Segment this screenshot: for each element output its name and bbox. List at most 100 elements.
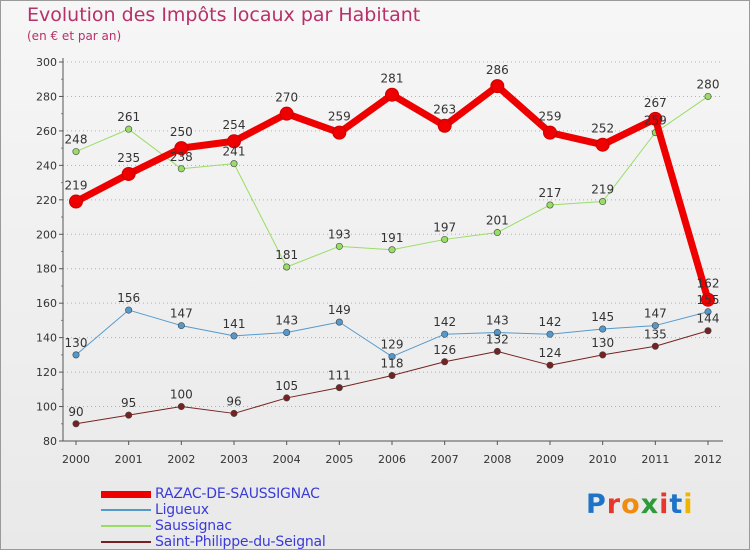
data-point [388,246,396,254]
y-tick-label: 280 [36,90,57,103]
y-tick-label: 240 [36,159,57,172]
data-label: 270 [275,91,298,105]
y-tick-label: 80 [43,435,57,448]
data-point [441,235,449,243]
data-label: 155 [697,293,720,307]
data-point [72,351,80,359]
data-point [332,125,347,140]
data-label: 261 [117,110,140,124]
data-label: 124 [539,346,562,360]
legend-swatch [101,541,151,543]
data-point [441,330,449,338]
data-point [599,325,607,333]
proxiti-logo: Proxiti [586,489,694,520]
data-label: 219 [65,179,88,193]
data-point [701,292,715,307]
y-tick-label: 100 [36,401,57,414]
x-tick-label: 2009 [536,453,564,466]
data-point [230,160,238,168]
x-tick-label: 2011 [641,453,669,466]
axes [59,58,723,445]
data-label: 90 [68,405,83,419]
data-point [599,351,607,359]
logo-letter: i [659,489,670,520]
data-point [493,328,501,336]
y-tick-label: 300 [36,56,57,69]
y-tick-label: 160 [36,297,57,310]
data-point [546,330,554,338]
data-label: 241 [223,145,246,159]
x-tick-label: 2006 [378,453,406,466]
data-point [335,318,343,326]
logo-letter: x [640,489,660,520]
data-point [121,166,136,181]
x-tick-label: 2008 [483,453,511,466]
data-label: 111 [328,369,351,383]
data-point [704,327,712,335]
data-point [546,201,554,209]
data-point [651,342,659,350]
data-label: 96 [226,394,241,408]
data-point [177,403,185,411]
data-point [283,328,291,336]
data-label: 149 [328,303,351,317]
legend-label: Saussignac [155,518,232,534]
data-point [490,79,505,94]
logo-letter: r [606,489,622,520]
legend-swatch [101,509,151,511]
data-point [704,308,712,316]
data-point [283,263,291,271]
data-label: 132 [486,332,509,346]
data-label: 219 [591,183,614,197]
data-label: 191 [381,231,404,245]
chart-title: Evolution des Impôts locaux par Habitant [27,4,421,26]
data-label: 126 [433,343,456,357]
data-labels: 130 156 147 141 143 149 129 142 143 142 145 147 155 2… [65,63,720,419]
data-point [125,306,133,314]
data-label: 197 [433,220,456,234]
legend-label: Ligueux [155,502,209,518]
legend-label: RAZAC-DE-SAUSSIGNAC [155,486,320,502]
data-label: 250 [170,125,193,139]
x-tick-label: 2010 [589,453,617,466]
x-axis-ticks: 2000 2001 2002 2003 2004 2005 2006 2007 2008 2009… [62,453,722,466]
y-tick-label: 120 [36,366,57,379]
data-label: 144 [697,312,720,326]
data-label: 259 [328,110,351,124]
chart-subtitle: (en € et par an) [27,29,122,43]
logo-letter: i [683,489,694,520]
x-tick-label: 2000 [62,453,90,466]
data-point [388,353,396,361]
data-point [279,106,294,121]
data-label: 105 [275,379,298,393]
data-label: 147 [170,307,193,321]
data-point [230,409,238,417]
data-point [543,125,557,140]
legend-swatch [101,525,151,527]
data-label: 143 [486,313,509,327]
data-label: 217 [539,186,562,200]
data-point [599,198,607,206]
data-point [335,242,343,250]
data-label: 248 [65,133,88,147]
data-label: 235 [117,151,140,165]
data-label: 143 [275,313,298,327]
data-point [125,411,133,419]
data-label: 142 [433,315,456,329]
data-label: 162 [697,277,720,291]
data-point [388,372,396,380]
logo-letter: P [586,489,607,520]
x-tick-label: 2004 [273,453,301,466]
data-label: 252 [591,122,614,136]
data-label: 254 [223,118,246,132]
data-point [493,229,501,237]
data-point [177,165,185,173]
x-tick-label: 2012 [694,453,722,466]
x-tick-label: 2007 [431,453,459,466]
data-point [595,137,610,152]
data-label: 201 [486,214,509,228]
x-tick-label: 2005 [325,453,353,466]
data-label: 135 [644,327,667,341]
